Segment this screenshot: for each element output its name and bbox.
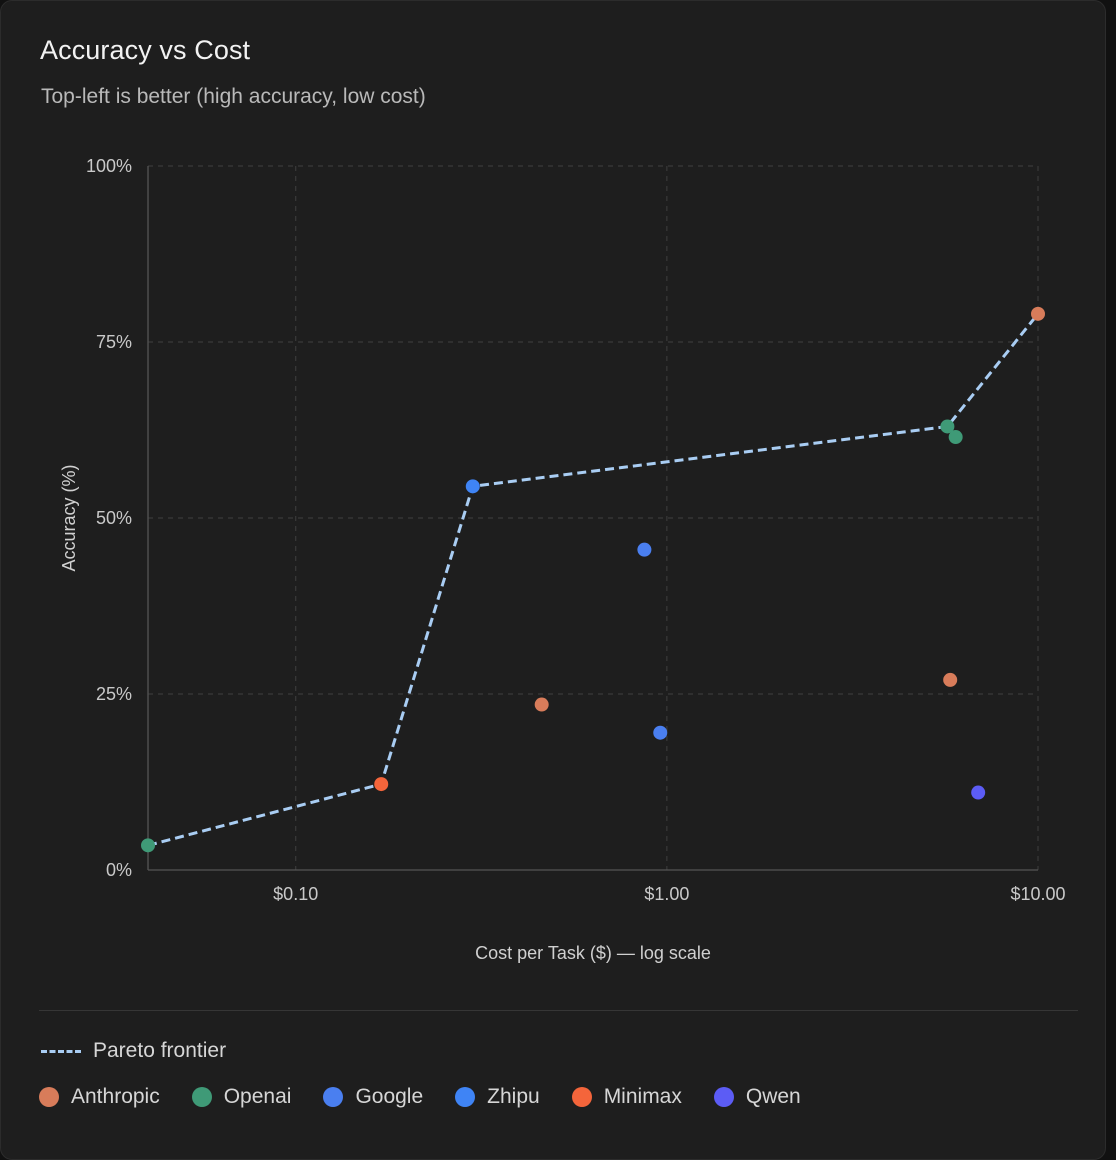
legend-label: Pareto frontier — [93, 1039, 227, 1062]
y-tick-label: 50% — [96, 508, 132, 528]
y-tick-label: 75% — [96, 332, 132, 352]
legend-item-google[interactable]: Google — [323, 1085, 423, 1109]
legend-item-zhipu[interactable]: Zhipu — [455, 1085, 540, 1109]
data-point-qwen[interactable] — [971, 785, 986, 800]
legend-label: Minimax — [603, 1085, 682, 1108]
chart-subtitle: Top-left is better (high accuracy, low c… — [41, 85, 426, 108]
pareto-frontier — [147, 312, 1040, 847]
legend-label: Anthropic — [71, 1085, 160, 1108]
y-tick-label: 25% — [96, 684, 132, 704]
legend-dot-icon — [191, 1087, 212, 1107]
legend-dot-icon — [39, 1087, 59, 1107]
data-point-openai[interactable] — [141, 838, 155, 853]
legend-pareto-frontier: Pareto frontier — [41, 1038, 226, 1064]
chart-title: Accuracy vs Cost — [40, 35, 251, 65]
data-point-zhipu[interactable] — [465, 479, 480, 494]
data-point-anthropic[interactable] — [1031, 306, 1045, 321]
x-tick-label: $10.00 — [1010, 884, 1065, 904]
data-point-minimax[interactable] — [374, 777, 389, 792]
scatter-plot: 0% 25% 50% 75% 100% $0.10 $1.00 $10.00 Cost per … — [59, 156, 1066, 963]
legend-item-minimax[interactable]: Minimax — [571, 1085, 682, 1109]
legend-label: Google — [355, 1085, 424, 1108]
y-tick-label: 0% — [106, 860, 132, 880]
axis-labels: 0% 25% 50% 75% 100% $0.10 $1.00 $10.00 Cost per … — [59, 156, 1066, 963]
axes — [147, 166, 1038, 871]
grid — [148, 165, 1039, 870]
legend-dot-icon — [713, 1087, 734, 1107]
x-tick-label: $0.10 — [273, 884, 318, 904]
legend-label: Openai — [223, 1085, 292, 1108]
data-point-openai[interactable] — [940, 419, 955, 434]
legend-item-anthropic[interactable]: Anthropic — [39, 1085, 160, 1109]
legend-label: Qwen — [745, 1085, 801, 1108]
pareto-frontier-line — [147, 312, 1040, 847]
legend-series: Anthropic Openai Google Zhipu Minimax Qwen — [39, 1085, 833, 1109]
legend-dot-icon — [571, 1087, 592, 1107]
data-point-openai[interactable] — [948, 430, 963, 445]
dashed-line-icon — [41, 1049, 81, 1053]
y-tick-label: 100% — [86, 156, 132, 176]
data-point-anthropic[interactable] — [943, 672, 958, 687]
x-tick-label: $1.00 — [644, 884, 689, 904]
legend-dot-icon — [455, 1087, 476, 1107]
data-point-google[interactable] — [637, 542, 652, 557]
y-axis-title: Accuracy (%) — [59, 464, 79, 571]
x-axis-title: Cost per Task ($) — log scale — [475, 943, 711, 963]
data-point-anthropic[interactable] — [534, 697, 549, 712]
legend-item-qwen[interactable]: Qwen — [713, 1085, 801, 1109]
data-point-google[interactable] — [653, 725, 668, 740]
data-points — [141, 306, 1045, 853]
legend-item-openai[interactable]: Openai — [191, 1085, 292, 1109]
legend-divider — [39, 1010, 1078, 1011]
legend-dot-icon — [323, 1087, 344, 1107]
legend-label: Zhipu — [487, 1085, 540, 1108]
